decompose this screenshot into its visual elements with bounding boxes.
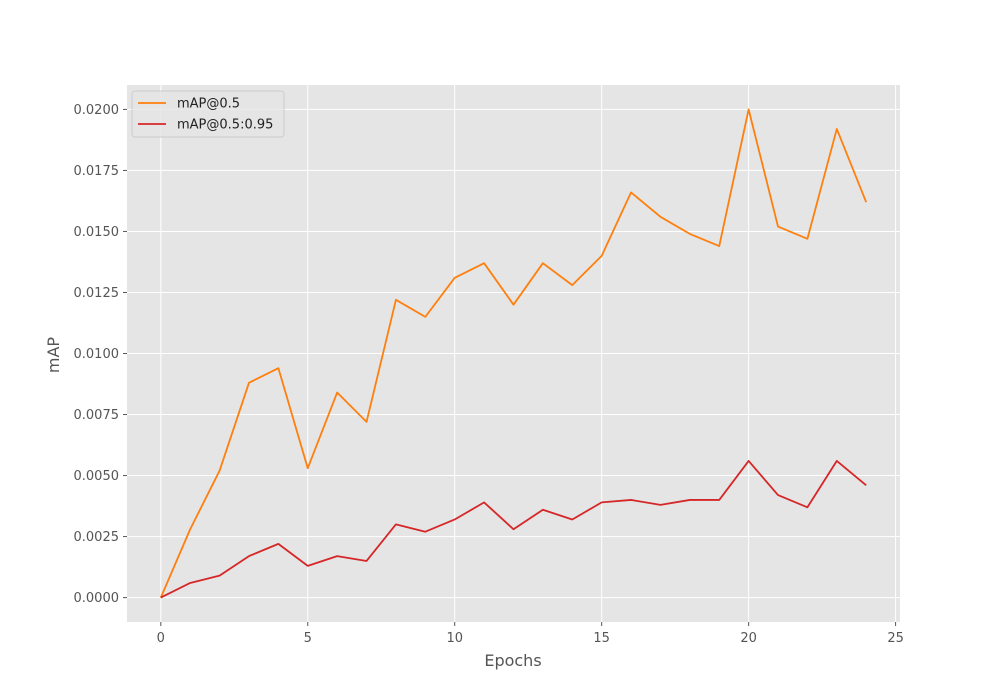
series-line-1 bbox=[160, 459, 867, 599]
series-line-0 bbox=[159, 108, 868, 598]
y-tick-label: 0.0075 bbox=[74, 408, 120, 423]
axis-ticks: 0 5 10 15 20 25 0.0000 0.0025 0.0050 0.0075 0.0100… bbox=[74, 103, 904, 646]
y-tick-label: 0.0025 bbox=[74, 530, 120, 545]
x-tick-label: 25 bbox=[887, 631, 904, 646]
y-tick-label: 0.0100 bbox=[74, 347, 120, 362]
y-tick-label: 0.0125 bbox=[74, 286, 120, 301]
y-axis-label: mAP bbox=[44, 337, 63, 374]
x-tick-label: 0 bbox=[157, 631, 165, 646]
legend-box bbox=[131, 90, 285, 138]
legend: mAP@0.5 mAP@0.5:0.95 bbox=[131, 90, 285, 138]
legend-label-map50: mAP@0.5 bbox=[177, 97, 240, 112]
x-tick-label: 20 bbox=[740, 631, 757, 646]
series-lines bbox=[159, 108, 868, 599]
x-tick-label: 5 bbox=[304, 631, 312, 646]
legend-label-map50-95: mAP@0.5:0.95 bbox=[177, 118, 273, 133]
x-tick-label: 15 bbox=[593, 631, 610, 646]
y-tick-label: 0.0050 bbox=[74, 469, 120, 484]
x-tick-label: 10 bbox=[446, 631, 463, 646]
y-tick-label: 0.0175 bbox=[74, 164, 120, 179]
y-tick-label: 0.0200 bbox=[74, 103, 120, 118]
grid bbox=[127, 85, 900, 622]
x-axis-label: Epochs bbox=[484, 651, 541, 670]
y-tick-label: 0.0000 bbox=[74, 591, 120, 606]
y-tick-label: 0.0150 bbox=[74, 225, 120, 240]
